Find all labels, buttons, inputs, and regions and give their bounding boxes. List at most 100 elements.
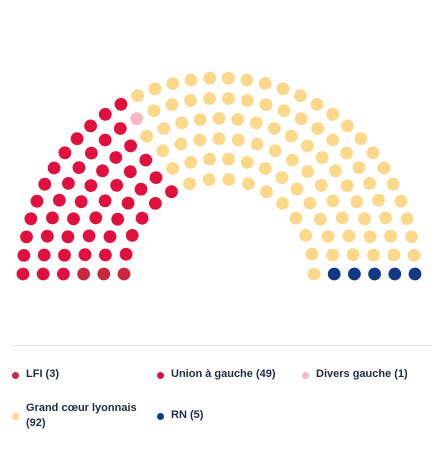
seat-grand-coeur-lyonnais xyxy=(350,195,364,209)
seat-grand-coeur-lyonnais xyxy=(175,116,189,130)
seat-grand-coeur-lyonnais xyxy=(157,122,171,135)
legend-label-union-a-gauche: Union à gauche (49) xyxy=(171,368,276,380)
seat-grand-coeur-lyonnais xyxy=(340,146,353,160)
legend-swatch-lfi xyxy=(12,372,19,379)
seat-grand-coeur-lyonnais xyxy=(313,212,327,226)
seat-grand-coeur-lyonnais xyxy=(193,113,207,126)
legend-item-rn: RN (5) xyxy=(157,408,203,423)
seat-grand-coeur-lyonnais xyxy=(321,230,335,244)
seat-union-a-gauche xyxy=(135,211,149,225)
seat-grand-coeur-lyonnais xyxy=(340,179,354,193)
seat-grand-coeur-lyonnais xyxy=(222,173,236,186)
seat-rn xyxy=(388,267,402,281)
seat-grand-coeur-lyonnais xyxy=(363,177,376,190)
seat-grand-coeur-lyonnais xyxy=(222,92,235,105)
seat-union-a-gauche xyxy=(113,122,127,135)
seat-union-a-gauche xyxy=(134,182,148,196)
legend-divider xyxy=(12,345,431,346)
seat-union-a-gauche xyxy=(96,164,109,178)
seat-grand-coeur-lyonnais xyxy=(329,164,342,178)
seat-union-a-gauche xyxy=(84,119,97,133)
seat-grand-coeur-lyonnais xyxy=(310,97,324,111)
seat-union-a-gauche xyxy=(46,211,59,225)
seat-union-a-gauche xyxy=(38,177,52,191)
seat-grand-coeur-lyonnais xyxy=(387,248,401,262)
seat-grand-coeur-lyonnais xyxy=(258,77,272,90)
legend-item-divers-gauche: Divers gauche (1) xyxy=(302,367,408,382)
seat-union-a-gauche xyxy=(78,248,92,262)
seat-union-a-gauche xyxy=(57,267,70,281)
seat-grand-coeur-lyonnais xyxy=(231,113,245,126)
legend-label-rn: RN (5) xyxy=(171,409,204,421)
seat-union-a-gauche xyxy=(17,249,31,262)
seat-grand-coeur-lyonnais xyxy=(294,112,308,126)
seat-lfi xyxy=(97,267,111,281)
seat-grand-coeur-lyonnais xyxy=(358,212,371,226)
seat-grand-coeur-lyonnais xyxy=(341,119,354,133)
seat-lfi xyxy=(117,267,131,281)
seat-union-a-gauche xyxy=(119,247,133,261)
seat-union-a-gauche xyxy=(98,133,112,147)
seat-lfi xyxy=(77,267,90,281)
seat-grand-coeur-lyonnais xyxy=(407,249,421,262)
seat-union-a-gauche xyxy=(139,153,153,167)
legend-swatch-rn xyxy=(157,413,164,420)
seat-grand-coeur-lyonnais xyxy=(193,133,207,147)
seat-grand-coeur-lyonnais xyxy=(314,178,328,192)
seat-union-a-gauche xyxy=(98,194,112,208)
seat-grand-coeur-lyonnais xyxy=(326,194,340,208)
seat-rn xyxy=(368,267,381,281)
seat-grand-coeur-lyonnais xyxy=(184,73,198,87)
seat-grand-coeur-lyonnais xyxy=(335,211,349,225)
seat-grand-coeur-lyonnais xyxy=(284,129,298,143)
seat-union-a-gauche xyxy=(123,165,137,179)
seat-grand-coeur-lyonnais xyxy=(166,162,180,175)
seat-grand-coeur-lyonnais xyxy=(258,162,272,175)
seat-union-a-gauche xyxy=(53,193,66,207)
seat-grand-coeur-lyonnais xyxy=(212,112,226,125)
seat-grand-coeur-lyonnais xyxy=(307,267,321,281)
legend-item-lfi: LFI (3) xyxy=(12,367,59,382)
seat-grand-coeur-lyonnais xyxy=(315,151,329,164)
seat-rn xyxy=(408,267,422,281)
seat-grand-coeur-lyonnais xyxy=(240,155,254,169)
seat-grand-coeur-lyonnais xyxy=(303,196,317,210)
seat-grand-coeur-lyonnais xyxy=(212,132,226,146)
seat-grand-coeur-lyonnais xyxy=(165,98,179,111)
seat-grand-coeur-lyonnais xyxy=(285,153,299,167)
legend-item-union-a-gauche: Union à gauche (49) xyxy=(157,367,276,382)
seat-grand-coeur-lyonnais xyxy=(166,77,180,90)
seat-grand-coeur-lyonnais xyxy=(379,211,392,225)
seat-union-a-gauche xyxy=(165,185,178,199)
seat-union-a-gauche xyxy=(70,132,84,146)
seat-union-a-gauche xyxy=(103,230,117,244)
seat-grand-coeur-lyonnais xyxy=(305,247,319,261)
seat-grand-coeur-lyonnais xyxy=(184,155,198,169)
seat-grand-coeur-lyonnais xyxy=(276,82,290,96)
seat-divers-gauche xyxy=(130,112,144,126)
seat-grand-coeur-lyonnais xyxy=(290,182,304,196)
seat-union-a-gauche xyxy=(125,229,139,242)
seat-grand-coeur-lyonnais xyxy=(301,165,315,179)
seat-union-a-gauche xyxy=(37,248,51,262)
seat-union-a-gauche xyxy=(109,151,123,164)
seat-grand-coeur-lyonnais xyxy=(400,212,414,226)
seat-grand-coeur-lyonnais xyxy=(289,211,303,225)
seat-grand-coeur-lyonnais xyxy=(377,161,391,175)
legend-swatch-divers-gauche xyxy=(302,372,309,379)
legend-label-divers-gauche: Divers gauche (1) xyxy=(316,368,408,380)
seat-grand-coeur-lyonnais xyxy=(203,71,217,85)
seat-grand-coeur-lyonnais xyxy=(268,144,282,158)
seat-union-a-gauche xyxy=(82,229,96,243)
seat-union-a-gauche xyxy=(99,248,112,262)
seat-grand-coeur-lyonnais xyxy=(352,161,366,175)
seat-grand-coeur-lyonnais xyxy=(346,248,360,262)
seat-grand-coeur-lyonnais xyxy=(183,177,197,191)
seat-grand-coeur-lyonnais xyxy=(221,71,235,85)
seat-union-a-gauche xyxy=(85,146,98,160)
seat-grand-coeur-lyonnais xyxy=(203,152,216,166)
seat-union-a-gauche xyxy=(58,146,72,160)
seat-union-a-gauche xyxy=(30,194,44,208)
seat-grand-coeur-lyonnais xyxy=(372,193,385,207)
